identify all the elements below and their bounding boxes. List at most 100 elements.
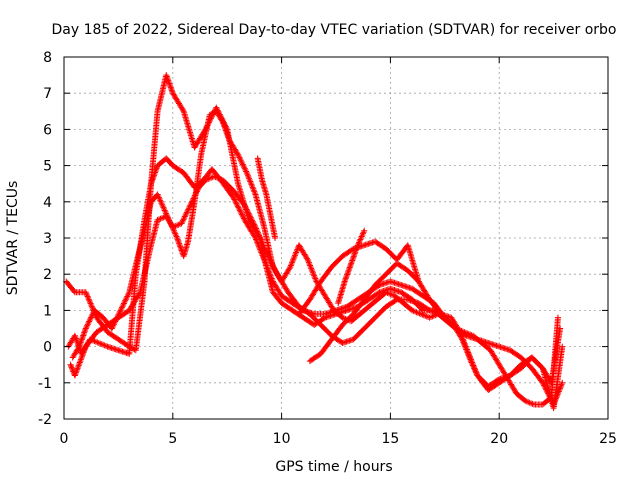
trace-marker <box>246 177 253 184</box>
trace-marker <box>266 269 273 276</box>
trace-marker <box>116 310 123 317</box>
trace-marker <box>177 244 184 251</box>
trace-marker <box>84 293 91 300</box>
y-tick-label: 4 <box>43 195 52 211</box>
trace-marker <box>291 252 298 259</box>
trace-marker <box>240 214 247 221</box>
data-point <box>522 397 529 404</box>
trace-marker <box>239 161 246 168</box>
trace-marker <box>250 185 257 192</box>
y-tick-label: 7 <box>43 86 52 102</box>
trace-marker <box>100 341 107 348</box>
trace-marker <box>236 206 243 213</box>
trace-marker <box>238 210 245 217</box>
trace-marker <box>79 335 86 342</box>
data-point <box>272 235 279 241</box>
trace-marker <box>70 288 77 295</box>
trace-marker <box>91 338 98 345</box>
trace-marker <box>181 213 188 220</box>
trace-marker <box>72 335 79 342</box>
trace-marker <box>169 88 176 95</box>
trace-marker <box>258 250 265 257</box>
trace-marker <box>308 266 315 273</box>
trace-marker <box>114 314 121 321</box>
trace-marker <box>375 290 382 297</box>
trace-marker <box>225 135 232 142</box>
series-trace-7 <box>254 155 279 241</box>
trace-marker <box>78 338 85 345</box>
trace-marker <box>464 347 471 354</box>
trace-marker <box>82 326 89 333</box>
trace-marker <box>251 222 258 229</box>
trace-marker <box>307 262 314 269</box>
trace-marker <box>170 226 177 233</box>
trace-marker <box>150 175 157 182</box>
trace-marker <box>416 310 423 317</box>
trace-marker <box>124 293 131 300</box>
trace-marker <box>92 338 99 345</box>
trace-marker <box>72 371 79 378</box>
trace-marker <box>349 256 356 263</box>
trace-marker <box>255 231 262 238</box>
trace-marker <box>81 347 88 354</box>
trace-marker <box>88 314 95 321</box>
trace-marker <box>245 174 252 181</box>
trace-marker <box>238 158 245 165</box>
trace-marker <box>182 212 189 219</box>
trace-marker <box>249 217 256 224</box>
trace-marker <box>529 400 536 407</box>
data-point <box>409 307 416 314</box>
trace-marker <box>219 117 226 124</box>
trace-marker <box>419 311 426 318</box>
trace-marker <box>86 299 93 306</box>
data-point <box>202 177 209 184</box>
data-point <box>554 314 561 321</box>
trace-marker <box>76 359 83 366</box>
y-tick-label: 3 <box>43 231 52 247</box>
trace-marker <box>309 268 316 275</box>
trace-marker <box>77 356 84 363</box>
trace-marker <box>470 362 477 369</box>
data-point <box>417 311 424 318</box>
trace-marker <box>73 336 80 343</box>
data-point <box>539 379 546 386</box>
trace-marker <box>307 263 314 270</box>
trace-marker <box>124 292 131 299</box>
trace-marker <box>465 349 472 356</box>
trace-marker <box>168 87 175 94</box>
trace-marker <box>235 153 242 160</box>
data-point <box>230 195 237 202</box>
trace-marker <box>238 211 245 218</box>
trace-marker <box>155 193 162 200</box>
trace-marker <box>225 134 232 141</box>
trace-marker <box>153 165 160 172</box>
trace-marker <box>87 315 94 322</box>
trace-marker <box>81 329 88 336</box>
trace-marker <box>356 239 363 246</box>
trace-marker <box>262 248 269 255</box>
trace-marker <box>177 243 184 250</box>
trace-marker <box>166 219 173 226</box>
trace-marker <box>246 211 253 218</box>
data-point <box>82 289 89 296</box>
trace-marker <box>247 213 254 220</box>
trace-marker <box>258 238 265 245</box>
trace-marker <box>357 236 364 243</box>
trace-marker <box>163 211 170 218</box>
trace-marker <box>165 214 172 221</box>
trace-marker <box>151 172 158 179</box>
trace-marker <box>471 365 478 372</box>
data-point <box>461 329 468 336</box>
trace-marker <box>556 385 563 392</box>
trace-marker <box>459 336 466 343</box>
x-tick-label: 5 <box>168 431 177 447</box>
trace-marker <box>425 306 432 313</box>
trace-marker <box>305 259 312 266</box>
trace-marker <box>175 237 182 244</box>
trace-marker <box>81 346 88 353</box>
trace-marker <box>466 353 473 360</box>
trace-marker <box>221 124 228 131</box>
trace-marker <box>86 317 93 324</box>
trace-marker <box>251 190 258 197</box>
